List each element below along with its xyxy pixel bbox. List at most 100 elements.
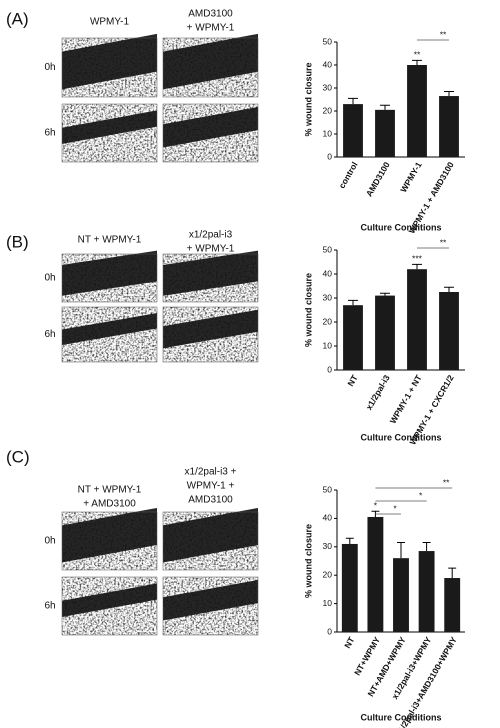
micrograph-frame — [162, 103, 259, 163]
significance: * — [374, 501, 378, 511]
time-label: 6h — [44, 128, 55, 139]
micrograph-frame — [162, 511, 259, 571]
panel-label: (C) — [6, 447, 30, 466]
bar — [393, 558, 409, 632]
micrographs — [61, 33, 259, 636]
y-tick-label: 0 — [327, 364, 332, 374]
y-tick-label: 40 — [323, 59, 333, 69]
wound — [62, 33, 157, 90]
micrograph-frame — [162, 37, 259, 98]
time-label: 0h — [44, 536, 55, 547]
y-tick-label: 10 — [323, 128, 333, 138]
wound — [62, 313, 157, 345]
micrograph-frame — [61, 37, 158, 98]
time-label: 0h — [44, 62, 55, 73]
y-tick-label: 10 — [323, 598, 333, 608]
panel-label: (B) — [6, 232, 29, 251]
wound — [163, 309, 258, 349]
error-bar — [422, 542, 431, 552]
bar — [343, 305, 363, 370]
y-axis-title: % wound closure — [303, 524, 313, 598]
x-axis-title: Culture Conditions — [361, 712, 442, 722]
bar — [367, 516, 384, 632]
micrograph-frame — [61, 511, 158, 571]
error-bar — [380, 104, 390, 110]
error-bar — [348, 97, 358, 105]
micrograph-frame — [61, 306, 158, 363]
x-tick-label: control — [337, 160, 360, 190]
condition-label: WPMY-1 + — [187, 481, 235, 492]
y-axis-title: % wound closure — [303, 62, 313, 136]
time-label: 0h — [44, 273, 55, 284]
wound — [163, 33, 258, 90]
x-tick-label: NT — [345, 372, 360, 388]
condition-label: NT + WPMY-1 — [78, 235, 142, 246]
micrograph-frame — [61, 253, 158, 303]
x-tick-label: AMD3100 — [364, 160, 392, 198]
y-tick-label: 40 — [323, 513, 333, 523]
wound — [62, 507, 157, 563]
bar — [407, 269, 427, 370]
condition-label: AMD3100 — [188, 495, 233, 506]
x-tick-label: WPMY-1 — [398, 160, 424, 194]
condition-label: WPMY-1 — [90, 17, 130, 28]
wound — [62, 583, 157, 618]
wound — [163, 579, 258, 621]
significance: *** — [412, 254, 423, 264]
bar — [375, 109, 395, 157]
significance: * — [419, 490, 423, 500]
micrograph-frame — [61, 576, 158, 636]
error-bar — [412, 59, 422, 65]
significance: ** — [440, 29, 447, 39]
bar — [375, 295, 395, 370]
panel-label: (A) — [6, 9, 29, 28]
bar — [418, 551, 435, 632]
y-tick-label: 20 — [323, 569, 333, 579]
y-tick-label: 30 — [323, 292, 333, 302]
y-tick-label: 20 — [323, 316, 333, 326]
y-axis-title: % wound closure — [303, 273, 313, 347]
error-bar — [348, 299, 358, 306]
error-bar — [380, 292, 390, 296]
micrograph-frame — [162, 253, 259, 303]
condition-label: + WPMY-1 — [187, 23, 235, 34]
y-tick-label: 0 — [327, 151, 332, 161]
significance: * — [393, 503, 397, 513]
condition-label: AMD3100 — [188, 9, 233, 20]
error-bar — [448, 567, 457, 579]
error-bar — [444, 90, 454, 97]
y-tick-label: 40 — [323, 268, 333, 278]
bar — [439, 292, 459, 370]
wound — [163, 106, 258, 148]
error-bar — [345, 537, 354, 544]
x-tick-label: x1/2pal-i3 — [364, 373, 392, 412]
error-bar — [397, 542, 405, 559]
y-tick-label: 30 — [323, 82, 333, 92]
condition-label: + WPMY-1 — [187, 244, 235, 255]
x-tick-label: NT — [342, 634, 357, 650]
time-label: 6h — [44, 329, 55, 340]
wound — [62, 110, 157, 145]
micrograph-frame — [162, 576, 259, 636]
y-tick-label: 30 — [323, 541, 333, 551]
x-tick-label: WPMY-1 + NT — [388, 372, 424, 425]
y-tick-label: 50 — [323, 36, 333, 46]
bar — [343, 104, 363, 157]
y-tick-label: 50 — [323, 244, 333, 254]
micrograph-frame — [162, 306, 259, 363]
significance: ** — [443, 477, 450, 487]
y-tick-label: 20 — [323, 105, 333, 115]
significance: ** — [414, 50, 421, 60]
condition-label: x1/2pal-i3 + — [185, 467, 237, 478]
y-tick-label: 10 — [323, 340, 333, 350]
wound — [163, 507, 258, 563]
condition-label: NT + WPMY-1 — [78, 485, 142, 496]
error-bar — [444, 286, 454, 292]
y-tick-label: 50 — [323, 484, 333, 494]
y-tick-label: 0 — [327, 626, 332, 636]
micrograph-frame — [61, 103, 158, 163]
x-axis-title: Culture Conditions — [361, 222, 442, 232]
bar — [444, 578, 461, 632]
x-axis-title: Culture Conditions — [361, 432, 442, 442]
